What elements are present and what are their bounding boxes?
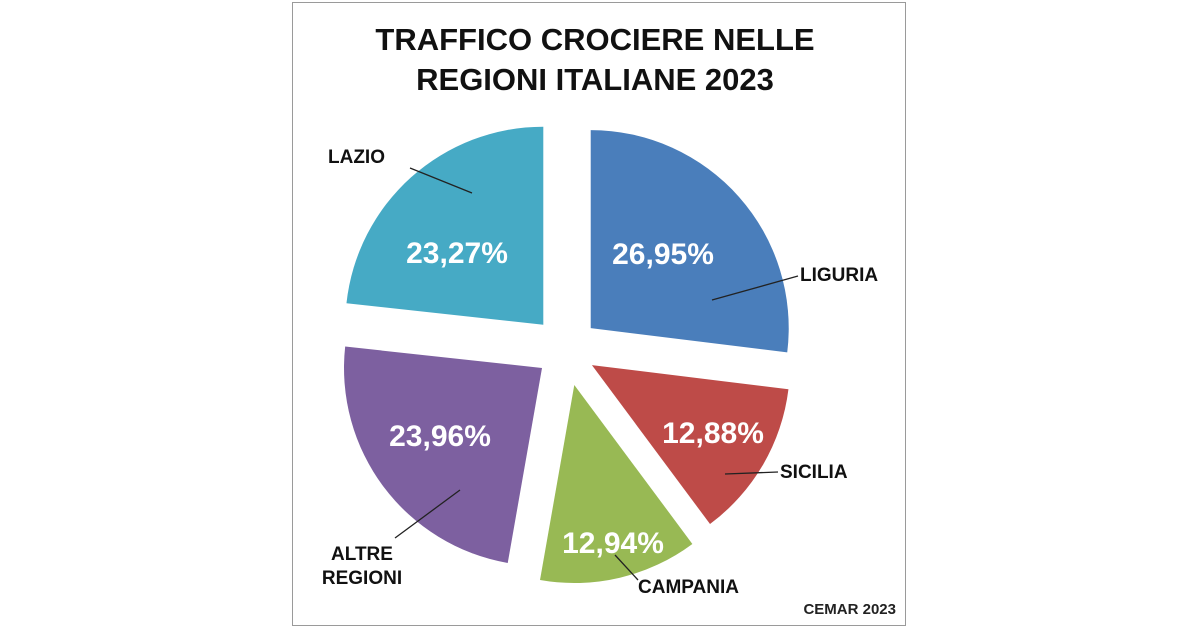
source-note: CEMAR 2023: [803, 601, 896, 618]
pie-slice-sicilia: [591, 365, 789, 525]
category-label-campania: CAMPANIA: [638, 577, 739, 598]
chart-frame: [292, 2, 906, 626]
chart-title-line-2: REGIONI ITALIANE 2023: [416, 62, 774, 97]
category-label-liguria: LIGURIA: [800, 265, 878, 286]
data-label-liguria: 26,95%: [612, 238, 714, 271]
leader-line: [724, 471, 779, 475]
leader-line: [409, 167, 473, 194]
category-label-lazio: LAZIO: [328, 147, 385, 168]
leader-line: [711, 275, 799, 301]
data-label-lazio: 23,27%: [406, 237, 508, 270]
pie-slice-liguria: [590, 130, 789, 353]
data-label-altre-regioni: 23,96%: [389, 420, 491, 453]
pie-slice-campania: [540, 385, 693, 584]
leader-line: [614, 554, 639, 581]
leader-line: [394, 489, 461, 539]
category-label-sicilia: SICILIA: [780, 462, 848, 483]
data-label-sicilia: 12,88%: [662, 417, 764, 450]
category-label-altre-regioni: ALTRE REGIONI: [322, 544, 402, 589]
data-label-campania: 12,94%: [562, 527, 664, 560]
pie-slice-altre-regioni: [344, 346, 543, 564]
pie-slice-lazio: [346, 126, 544, 325]
chart-title-line-1: TRAFFICO CROCIERE NELLE: [375, 22, 814, 57]
